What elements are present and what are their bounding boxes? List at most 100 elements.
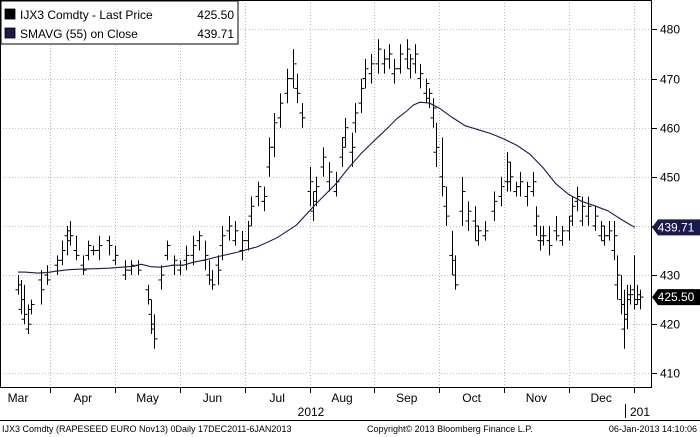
ohlc-bar — [524, 181, 531, 207]
ohlc-bar — [158, 265, 165, 290]
ohlc-bar — [248, 196, 255, 226]
sma-value-tag-shape — [652, 219, 700, 236]
ohlc-bar — [106, 235, 113, 256]
x-tick-label-month: Mar — [8, 391, 29, 405]
ohlc-bar — [482, 221, 489, 241]
y-tick-label: 420 — [660, 318, 680, 332]
y-tick-label: 460 — [660, 122, 680, 136]
ohlc-bar — [255, 181, 262, 207]
y-axis: 410420430440450460470480 — [652, 23, 680, 381]
ohlc-bar — [261, 186, 268, 212]
x-year-label: 201 — [630, 405, 650, 419]
ohlc-bar — [44, 265, 51, 285]
ohlc-bar — [386, 44, 393, 69]
footer-description: IJX3 Comdty (RAPESEED EURO Nov13) 0Daily… — [2, 424, 291, 434]
ohlc-bar — [517, 171, 524, 197]
y-tick-label: 470 — [660, 73, 680, 87]
ohlc-bar — [73, 235, 80, 261]
ohlc-bar — [404, 39, 411, 69]
ohlc-bar — [546, 225, 553, 256]
y-tick-label: 430 — [660, 269, 680, 283]
x-tick-label-month: Oct — [462, 391, 481, 405]
ohlc-bar — [128, 260, 135, 276]
ohlc-bar — [232, 221, 239, 246]
ohlc-bar — [507, 162, 514, 192]
ohlc-bar — [443, 186, 450, 226]
footer-timestamp: 06-Jan-2013 14:10:06 — [609, 424, 697, 434]
x-tick-label-month: Jul — [270, 391, 285, 405]
legend-label-last-price: IJX3 Comdty - Last Price — [20, 8, 153, 22]
ohlc-bar — [362, 58, 369, 89]
legend-value-sma: 439.71 — [197, 27, 234, 41]
ohlc-bar — [349, 132, 356, 167]
ohlc-bar — [407, 54, 414, 79]
ohlc-bar — [59, 240, 66, 266]
last-price-tag: 425.50 — [652, 289, 700, 306]
ohlc-bar — [190, 235, 197, 266]
x-tick-label-month: May — [136, 391, 159, 405]
ohlc-bar — [219, 225, 226, 261]
ohlc-bar — [290, 49, 297, 89]
ohlc-bar — [85, 240, 92, 261]
legend-value-last-price: 425.50 — [197, 8, 234, 22]
ohlc-bar — [606, 221, 613, 241]
legend-label-sma: SMAVG (55) on Close — [20, 27, 138, 41]
y-tick-label: 480 — [660, 23, 680, 37]
ohlc-bar — [423, 78, 430, 104]
ohlc-bar — [112, 245, 119, 266]
legend-swatch-sma — [4, 27, 16, 39]
ohlc-bar — [209, 270, 216, 290]
ohlc-bar — [307, 166, 314, 207]
ohlc-bar — [21, 284, 28, 325]
x-tick-label-month: Jun — [203, 391, 222, 405]
x-tick-label-month: Apr — [73, 391, 92, 405]
ohlc-bar — [412, 44, 419, 74]
ohlc-bar — [368, 54, 375, 84]
legend-swatch-last-price — [4, 8, 16, 20]
sma-55-line — [18, 101, 636, 274]
ohlc-bar — [465, 201, 472, 231]
last-price-tag-label: 425.50 — [658, 290, 695, 304]
ohlc-bar — [459, 176, 466, 226]
ohlc-bar — [417, 63, 424, 89]
last-price-tag-shape — [652, 289, 700, 306]
ohlc-bar — [284, 68, 291, 104]
ohlc-bar — [614, 255, 621, 300]
ohlc-bar — [491, 191, 498, 222]
ohlc-bar — [585, 196, 592, 226]
ohlc-bar — [38, 270, 45, 305]
ohlc-bar — [28, 299, 35, 315]
ohlc-bar — [553, 216, 560, 241]
x-tick-label-month: Sep — [396, 391, 418, 405]
x-year-label: 2012 — [298, 405, 325, 419]
x-tick-label-month: Nov — [526, 391, 547, 405]
ohlc-bar — [375, 39, 382, 74]
ohlc-bar — [611, 221, 618, 261]
ohlc-bar — [122, 260, 129, 280]
ohlc-bar — [569, 196, 576, 226]
ohlc-bar — [277, 93, 284, 128]
ohlc-bar — [439, 137, 446, 197]
ohlc-bar — [592, 206, 599, 231]
ohlc-bar — [90, 245, 97, 256]
sma-value-tag-label: 439.71 — [658, 220, 695, 234]
x-tick-label-month: Dec — [591, 391, 612, 405]
ohlc-bar — [196, 230, 203, 251]
y-tick-label: 450 — [660, 171, 680, 185]
ohlc-bar — [430, 98, 437, 128]
ohlc-bar — [358, 78, 365, 113]
ohlc-bar — [533, 206, 540, 236]
ohlc-bar — [80, 255, 87, 276]
ohlc-bar — [475, 225, 482, 246]
sma-value-tag: 439.71 — [652, 219, 700, 236]
legend-box: IJX3 Comdty - Last Price 425.50 SMAVG (5… — [0, 0, 239, 45]
ohlc-bar — [151, 314, 158, 349]
ohlc-bar — [342, 117, 349, 148]
y-tick-label: 410 — [660, 367, 680, 381]
x-tick-label-month: Aug — [331, 391, 352, 405]
ohlc-bar — [326, 162, 333, 192]
ohlc-bar — [96, 235, 103, 261]
plot-frame — [0, 0, 652, 388]
ohlc-bar — [299, 103, 306, 128]
